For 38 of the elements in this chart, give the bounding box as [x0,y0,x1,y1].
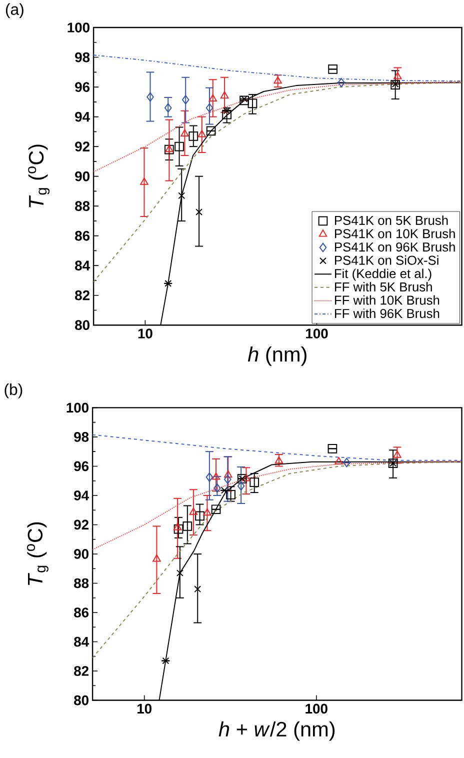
y-tick-label: 86 [74,608,89,618]
y-tick-label: 98 [74,432,89,442]
y-axis-title: T$_{g}$ ($^{o}$C) [28,144,50,208]
x-tick-label: 10 [138,328,152,338]
legend-label: Fit (Keddie et al.) [335,268,432,281]
legend-label: PS41K on 96K Brush [335,242,456,252]
y-tick-label: 84 [75,260,90,270]
y-tick-label: 96 [74,461,89,472]
legend-label: PS41K on SiOx-Si [335,255,438,265]
legend-label: FF with 10K Brush [335,295,440,305]
y-tick-label: 92 [74,520,89,530]
y-tick-label: 80 [75,320,90,330]
y-tick-label: 88 [74,578,89,588]
legend-label: PS41K on 10K Brush [335,228,456,238]
y-tick-label: 82 [74,666,89,676]
y-tick-label: 94 [74,490,90,500]
y-tick-label: 100 [68,22,90,32]
y-tick-label: 82 [75,290,90,300]
y-tick-label: 100 [66,402,89,413]
y-tick-label: 84 [74,636,90,647]
y-tick-label: 92 [75,142,90,152]
y-tick-label: 94 [75,112,90,122]
legend-label: FF with 5K Brush [335,282,432,292]
y-axis-title: T$_{g}$ ($^{o}$C) [27,522,49,586]
y-tick-label: 90 [75,171,90,182]
x-tick-label: 10 [138,704,152,714]
y-tick-label: 98 [75,52,90,62]
legend-label: FF with 96K Brush [335,308,440,318]
y-tick-label: 80 [74,695,89,706]
y-tick-label: 90 [74,549,89,559]
y-tick-label: 96 [75,82,90,92]
y-tick-label: 86 [75,230,90,241]
x-axis-title: h (nm) [248,346,307,366]
x-axis-title: h + w/2 (nm) [218,721,335,741]
y-tick-label: 88 [75,201,90,211]
legend-label: PS41K on 5K Brush [335,216,448,225]
chart-title: (a) [6,3,24,18]
chart-title: (b) [4,383,22,398]
